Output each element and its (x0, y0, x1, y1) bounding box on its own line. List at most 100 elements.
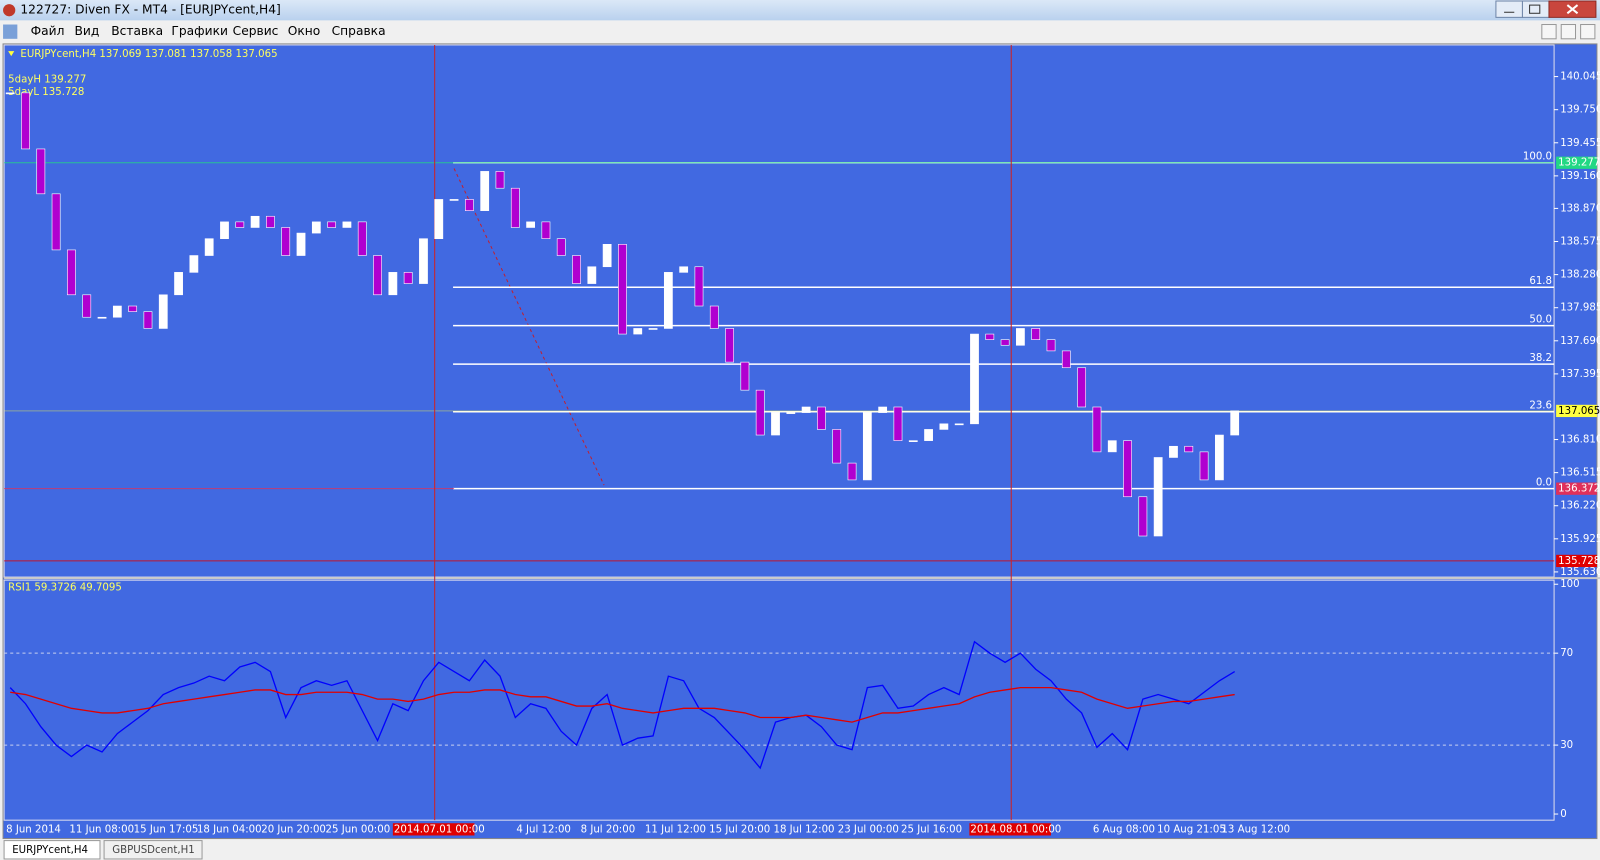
candle (204, 238, 214, 256)
price-marker (1556, 482, 1597, 495)
time-label: 20 Jun 20:00 (261, 824, 326, 835)
candle (709, 305, 719, 329)
candle (1153, 457, 1163, 537)
y-tick-label: 138.280 (1560, 270, 1600, 281)
window-controls[interactable] (1495, 0, 1597, 18)
candle (296, 232, 306, 256)
price-marker-label: 139.277 (1558, 158, 1600, 169)
candle (327, 221, 337, 228)
menu-bar (0, 20, 1600, 43)
y-tick-label: 135.925 (1560, 534, 1600, 545)
time-label: 4 Jul 12:00 (516, 824, 571, 835)
time-label: 2014.07.01 00:00 (394, 824, 485, 835)
fib-label: 50.0 (1529, 315, 1552, 326)
time-label: 13 Aug 12:00 (1221, 824, 1290, 835)
candle (112, 305, 122, 318)
restore-button[interactable] (1521, 0, 1550, 18)
y-tick-label: 137.690 (1560, 336, 1600, 347)
candle (97, 316, 107, 319)
fib-label: 38.2 (1529, 353, 1552, 364)
y-tick-label: 136.220 (1560, 501, 1600, 512)
menu-item[interactable]: Графики (171, 24, 228, 38)
candle (357, 221, 367, 256)
fib-label: 0.0 (1536, 478, 1552, 489)
menu-item[interactable]: Сервис (233, 24, 279, 38)
rsi-line (9, 640, 1236, 770)
candle (1169, 445, 1178, 458)
candle (51, 193, 61, 251)
chart-background (2, 43, 1598, 840)
time-label: 25 Jun 00:00 (326, 824, 391, 835)
candle (495, 171, 505, 189)
time-label: 18 Jun 04:00 (197, 824, 262, 835)
tabs: EURJPYcent,H4 GBPUSDcent,H1 (3, 840, 203, 860)
y-tick-label: 139.455 (1560, 138, 1600, 149)
mdi-controls[interactable] (1541, 24, 1596, 40)
menu-item[interactable]: Окно (288, 24, 321, 38)
candle (220, 221, 229, 240)
rsi-tick-label: 100 (1560, 579, 1579, 590)
menu-item[interactable]: Вид (74, 24, 99, 38)
candle (1230, 410, 1240, 436)
y-tick-label: 136.515 (1560, 468, 1600, 479)
tab[interactable] (3, 840, 101, 860)
icon (1566, 4, 1579, 15)
candle (1000, 339, 1010, 346)
candle (970, 333, 979, 425)
window-title: 122727: Diven FX - MT4 - [EURJPYcent,H4] (20, 3, 280, 17)
title-bar (0, 0, 1600, 21)
mdi-minimize[interactable] (1541, 24, 1557, 40)
candle (1077, 367, 1087, 408)
y-tick-label: 138.575 (1560, 237, 1600, 248)
candle (403, 272, 413, 284)
candle (373, 255, 382, 296)
candle (1138, 496, 1148, 537)
time-label: 15 Jul 20:00 (709, 824, 770, 835)
candle (817, 406, 826, 430)
candle (1092, 406, 1102, 453)
candle (235, 221, 245, 228)
time-label-box (392, 823, 475, 836)
candle (908, 440, 918, 442)
candle (5, 92, 15, 95)
price-marker (1556, 554, 1597, 568)
tab-label[interactable]: GBPUSDcent,H1 (112, 845, 194, 856)
mdi-restore[interactable] (1560, 24, 1577, 40)
candle (878, 406, 888, 413)
candle (663, 272, 673, 329)
rsi-tick-label: 30 (1560, 740, 1573, 751)
candle (1184, 445, 1194, 453)
y-tick-label: 139.160 (1560, 171, 1600, 182)
mdi-close[interactable] (1580, 24, 1596, 40)
collapse-arrow (8, 51, 15, 57)
candle (266, 215, 275, 228)
candle (449, 199, 459, 201)
candle (1046, 339, 1056, 352)
app-icon (3, 4, 16, 17)
time-label-box (969, 823, 1052, 836)
tab-label[interactable]: EURJPYcent,H4 (12, 845, 88, 856)
icon (1529, 4, 1541, 14)
menu-item[interactable]: Вставка (111, 24, 163, 38)
tab[interactable] (103, 840, 203, 860)
candle (740, 361, 750, 391)
plot: 140.045 139.750 139.455 139.160 138.870 138.5… (4, 44, 1600, 836)
candle (480, 171, 490, 211)
rsi-pane (3, 579, 1555, 821)
y-tick-label: 139.750 (1560, 105, 1600, 116)
tab-bar (0, 839, 1600, 860)
menu-item[interactable]: Файл (31, 24, 65, 38)
candle (832, 429, 842, 464)
candle (174, 272, 183, 296)
candle (587, 266, 597, 284)
candle (1031, 328, 1041, 340)
menu-item[interactable]: Справка (332, 24, 386, 38)
doc-icon (3, 24, 18, 39)
y-tick-label: 136.810 (1560, 435, 1600, 446)
candle (1215, 434, 1224, 481)
candle (847, 462, 857, 481)
candle (648, 328, 658, 330)
minimize-button[interactable] (1495, 0, 1523, 18)
candle (158, 294, 168, 329)
